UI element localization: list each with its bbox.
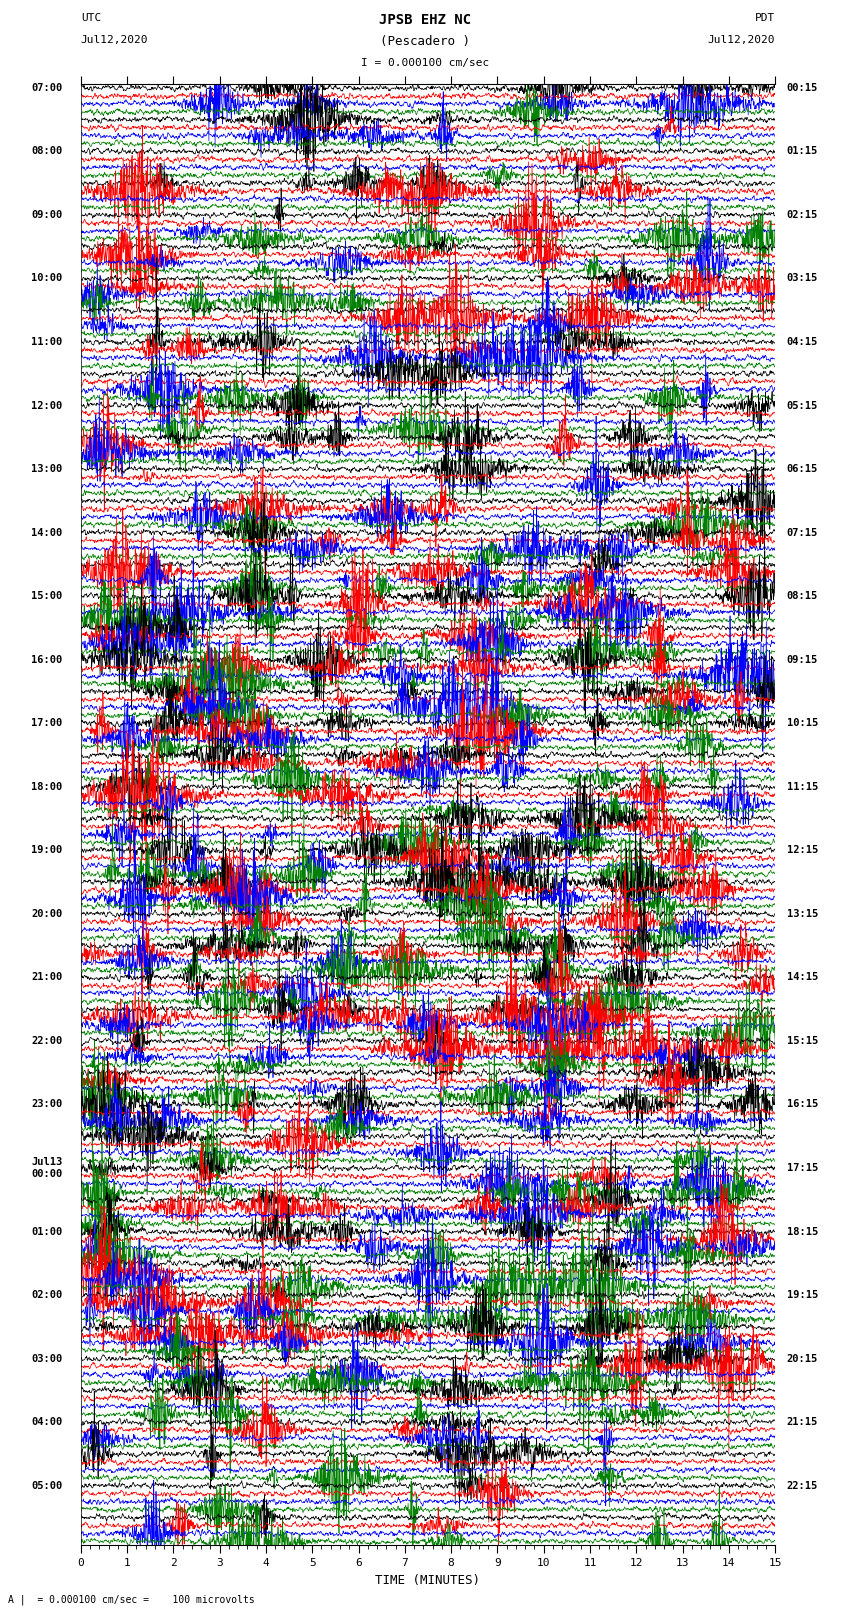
Text: 00:15: 00:15 <box>787 82 818 94</box>
Text: 23:00: 23:00 <box>31 1100 62 1110</box>
Text: 04:15: 04:15 <box>787 337 818 347</box>
Text: 01:15: 01:15 <box>787 147 818 156</box>
Text: 19:15: 19:15 <box>787 1290 818 1300</box>
Text: (Pescadero ): (Pescadero ) <box>380 35 470 48</box>
Text: 16:15: 16:15 <box>787 1100 818 1110</box>
Text: 02:00: 02:00 <box>31 1290 62 1300</box>
Text: 21:00: 21:00 <box>31 973 62 982</box>
X-axis label: TIME (MINUTES): TIME (MINUTES) <box>376 1574 480 1587</box>
Text: 08:00: 08:00 <box>31 147 62 156</box>
Text: 10:15: 10:15 <box>787 718 818 727</box>
Text: 12:15: 12:15 <box>787 845 818 855</box>
Text: 17:00: 17:00 <box>31 718 62 727</box>
Text: 02:15: 02:15 <box>787 210 818 219</box>
Text: 22:15: 22:15 <box>787 1481 818 1490</box>
Text: 10:00: 10:00 <box>31 274 62 284</box>
Text: 20:15: 20:15 <box>787 1353 818 1363</box>
Text: 22:00: 22:00 <box>31 1036 62 1045</box>
Text: 08:15: 08:15 <box>787 590 818 602</box>
Text: 14:00: 14:00 <box>31 527 62 537</box>
Text: 17:15: 17:15 <box>787 1163 818 1173</box>
Text: 21:15: 21:15 <box>787 1418 818 1428</box>
Text: 13:00: 13:00 <box>31 465 62 474</box>
Text: 05:00: 05:00 <box>31 1481 62 1490</box>
Text: 05:15: 05:15 <box>787 400 818 411</box>
Text: 20:00: 20:00 <box>31 908 62 919</box>
Text: 09:00: 09:00 <box>31 210 62 219</box>
Text: UTC: UTC <box>81 13 101 23</box>
Text: 03:00: 03:00 <box>31 1353 62 1363</box>
Text: 13:15: 13:15 <box>787 908 818 919</box>
Text: 07:15: 07:15 <box>787 527 818 537</box>
Text: 11:00: 11:00 <box>31 337 62 347</box>
Text: 18:15: 18:15 <box>787 1226 818 1237</box>
Text: 15:00: 15:00 <box>31 590 62 602</box>
Text: 11:15: 11:15 <box>787 782 818 792</box>
Text: 14:15: 14:15 <box>787 973 818 982</box>
Text: 16:00: 16:00 <box>31 655 62 665</box>
Text: 18:00: 18:00 <box>31 782 62 792</box>
Text: 09:15: 09:15 <box>787 655 818 665</box>
Text: Jul12,2020: Jul12,2020 <box>708 35 775 45</box>
Text: 15:15: 15:15 <box>787 1036 818 1045</box>
Text: I = 0.000100 cm/sec: I = 0.000100 cm/sec <box>361 58 489 68</box>
Text: 06:15: 06:15 <box>787 465 818 474</box>
Text: PDT: PDT <box>755 13 775 23</box>
Text: JPSB EHZ NC: JPSB EHZ NC <box>379 13 471 27</box>
Text: 01:00: 01:00 <box>31 1226 62 1237</box>
Text: 04:00: 04:00 <box>31 1418 62 1428</box>
Text: Jul13
00:00: Jul13 00:00 <box>31 1157 62 1179</box>
Text: Jul12,2020: Jul12,2020 <box>81 35 148 45</box>
Text: 12:00: 12:00 <box>31 400 62 411</box>
Text: 19:00: 19:00 <box>31 845 62 855</box>
Text: A |  = 0.000100 cm/sec =    100 microvolts: A | = 0.000100 cm/sec = 100 microvolts <box>8 1594 255 1605</box>
Text: 07:00: 07:00 <box>31 82 62 94</box>
Text: 03:15: 03:15 <box>787 274 818 284</box>
